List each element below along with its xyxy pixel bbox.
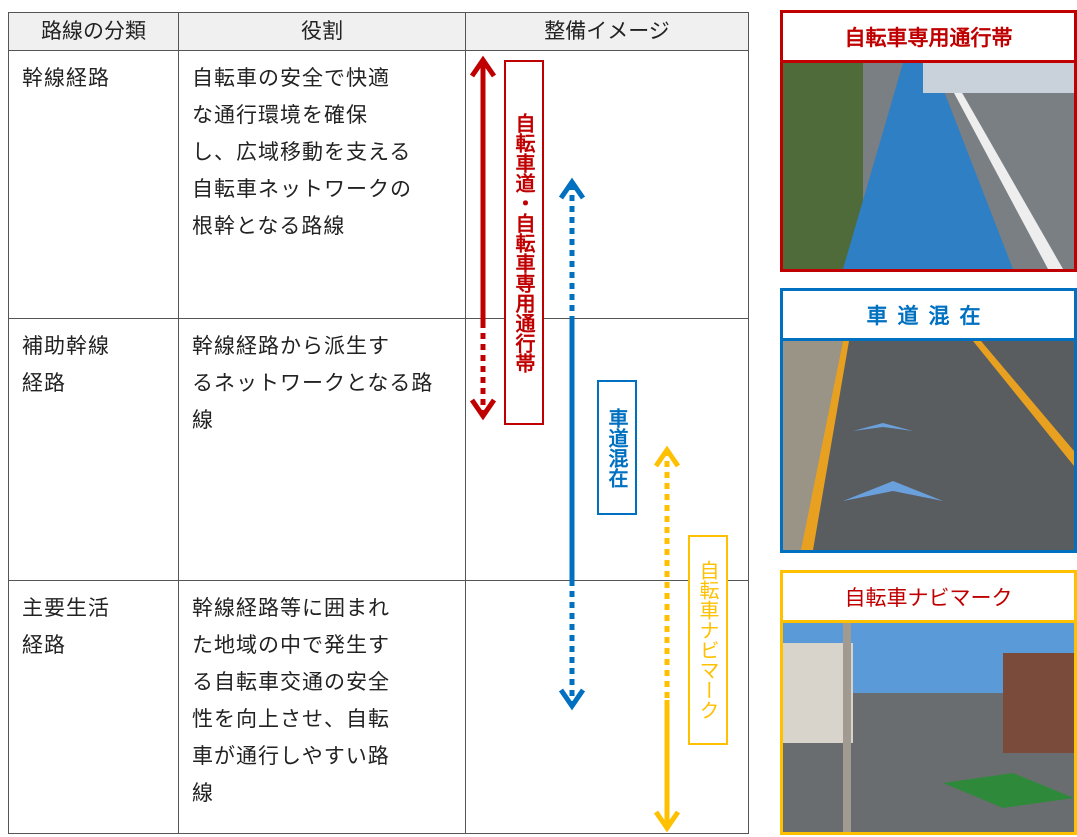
arrow-label: 車道混在	[597, 380, 637, 515]
class-text: 経路	[22, 371, 66, 395]
photo	[783, 341, 1074, 550]
class-text: 幹線経路	[22, 66, 110, 90]
role-text: 車が通行しやすい路	[192, 744, 390, 768]
role-text: 幹線経路から派生す	[192, 334, 390, 358]
photo	[783, 623, 1074, 832]
red-arrow	[469, 55, 497, 421]
arrow-label: 自転車ナビマーク	[688, 535, 728, 745]
photo-panel: 車道混在	[780, 288, 1077, 553]
class-text: 経路	[22, 633, 66, 657]
photo-title: 自転車専用通行帯	[783, 13, 1074, 63]
role-text: な通行環境を確保	[192, 103, 368, 127]
role-text: 幹線経路等に囲まれ	[192, 596, 390, 620]
blue-arrow	[558, 177, 586, 711]
arrow-label: 自転車道・自転車専用通行帯	[504, 60, 544, 425]
role-text: 線	[192, 408, 214, 432]
photo-title: 車道混在	[783, 291, 1074, 341]
photo	[783, 63, 1074, 269]
role-text: るネットワークとなる路	[192, 371, 434, 395]
yellow-arrow	[653, 445, 681, 833]
role-text: 自転車ネットワークの	[192, 177, 412, 201]
arrows	[469, 55, 681, 833]
role-text: 自転車の安全で快適	[192, 66, 390, 90]
photo-panel: 自転車ナビマーク	[780, 570, 1077, 835]
header-cell: 路線の分類	[8, 12, 179, 51]
role-text: し、広域移動を支える	[192, 140, 412, 164]
class-text: 主要生活	[22, 596, 110, 620]
photo-panel: 自転車専用通行帯	[780, 10, 1077, 272]
table-cell	[465, 580, 749, 834]
role-text: 性を向上させ、自転	[192, 707, 390, 731]
role-text: 根幹となる路線	[192, 214, 346, 238]
class-text: 補助幹線	[22, 334, 110, 358]
header-cell: 整備イメージ	[465, 12, 749, 51]
photo-title: 自転車ナビマーク	[783, 573, 1074, 623]
role-text: る自転車交通の安全	[192, 670, 390, 694]
role-text: た地域の中で発生す	[192, 633, 390, 657]
role-text: 線	[192, 781, 214, 805]
